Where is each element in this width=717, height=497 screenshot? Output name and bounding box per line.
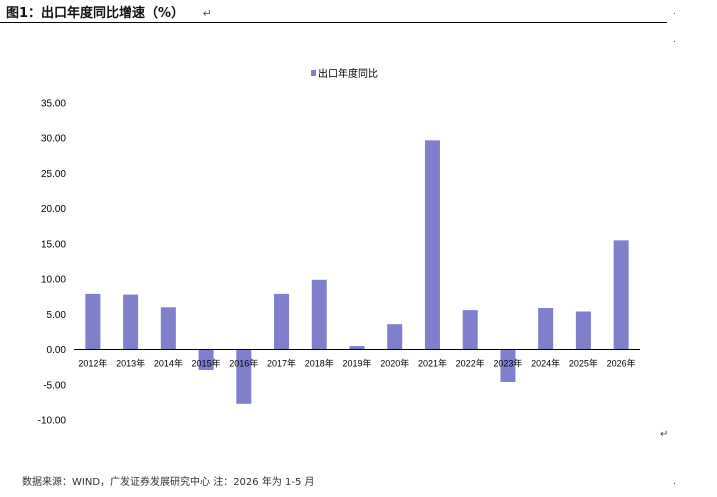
source-note: 数据来源：WIND，广发证券发展研究中心 注：2026 年为 1-5 月 <box>22 477 315 488</box>
bar <box>274 293 290 350</box>
x-tick-label: 2016年 <box>229 358 258 369</box>
y-tick-label: 35.00 <box>41 99 66 110</box>
x-tick-label: 2021年 <box>418 358 447 369</box>
paragraph-mark: . <box>673 7 676 17</box>
legend-label: 出口年度同比 <box>318 67 378 80</box>
figure-title: 图1：出口年度同比增速（%） ↵ <box>6 2 212 21</box>
legend-swatch <box>311 70 316 76</box>
x-tick-label: 2015年 <box>192 358 221 369</box>
bar <box>123 294 139 350</box>
y-tick-label: 25.00 <box>41 169 66 180</box>
x-tick-label: 2012年 <box>78 358 107 369</box>
bar <box>236 349 252 404</box>
return-mark: ↵ <box>660 429 669 440</box>
y-tick-label: 20.00 <box>41 204 66 215</box>
x-tick-label: 2018年 <box>305 358 334 369</box>
y-tick-label: 10.00 <box>41 275 66 286</box>
bar <box>198 349 214 370</box>
bar <box>85 293 101 350</box>
bar <box>613 240 629 350</box>
x-tick-label: 2013年 <box>116 358 145 369</box>
x-tick-label: 2017年 <box>267 358 296 369</box>
x-tick-label: 2023年 <box>493 358 522 369</box>
y-tick-label: -5.00 <box>43 380 66 391</box>
paragraph-mark: . <box>673 477 676 487</box>
y-tick-label: 15.00 <box>41 239 66 250</box>
bar <box>424 140 440 350</box>
paragraph-mark: . <box>673 35 676 45</box>
y-tick-label: 30.00 <box>41 134 66 145</box>
y-tick-label: 0.00 <box>47 345 67 356</box>
x-tick-label: 2014年 <box>154 358 183 369</box>
y-tick-label: 5.00 <box>47 310 67 321</box>
return-mark: ↵ <box>202 7 212 20</box>
bar <box>349 346 365 350</box>
bar <box>575 311 591 350</box>
figure-title-text: 图1：出口年度同比增速（%） <box>6 6 185 21</box>
x-tick-label: 2022年 <box>456 358 485 369</box>
bar <box>387 324 403 350</box>
bar <box>500 349 516 382</box>
bar <box>538 307 554 350</box>
bar <box>311 279 327 350</box>
bar <box>462 310 478 350</box>
title-rule <box>0 22 667 23</box>
x-tick-label: 2019年 <box>342 358 371 369</box>
x-tick-label: 2025年 <box>569 358 598 369</box>
x-tick-label: 2020年 <box>380 358 409 369</box>
y-tick-label: -10.00 <box>38 416 67 427</box>
x-tick-label: 2026年 <box>607 358 636 369</box>
bar <box>160 307 176 350</box>
x-tick-label: 2024年 <box>531 358 560 369</box>
